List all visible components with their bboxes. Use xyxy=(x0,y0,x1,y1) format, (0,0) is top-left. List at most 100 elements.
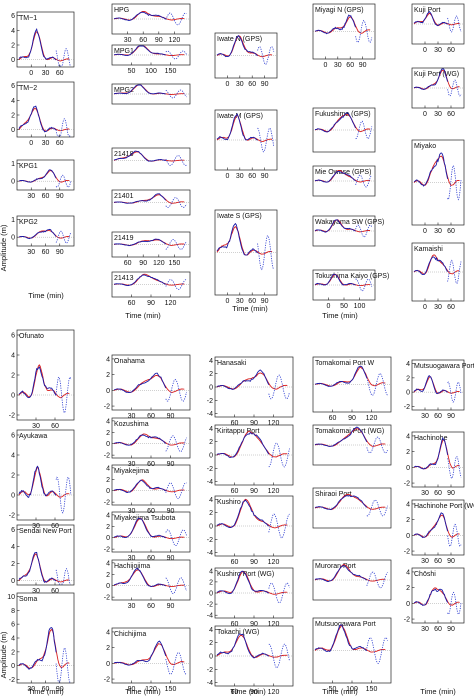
observed-waveform xyxy=(113,517,167,539)
simulated-waveform xyxy=(216,498,288,529)
simulated-waveform xyxy=(113,273,185,286)
simulated-waveform xyxy=(113,433,185,446)
y-tick-label: 0 xyxy=(406,533,410,540)
x-tick-label: 0 xyxy=(225,173,229,180)
x-tick-label: 90 xyxy=(167,555,175,562)
simulated-waveform xyxy=(314,113,371,133)
panel-hpg: HPG 30 60 90 120 xyxy=(111,3,191,44)
simulated-waveform xyxy=(413,439,460,470)
panel-onahama: Onahama -2 0 2 4 30 60 90 xyxy=(104,354,191,420)
y-tick-label: 4 xyxy=(106,356,110,363)
simulated-waveform xyxy=(18,628,70,669)
y-tick-label: -2 xyxy=(9,413,15,420)
x-tick-label: 30 xyxy=(128,555,136,562)
panel-title: MPG1 xyxy=(114,48,134,55)
y-tick-label: 2 xyxy=(106,524,110,531)
panel-title: Hachinohe Port (WG) xyxy=(414,503,474,510)
dotted-waveform xyxy=(447,523,462,547)
y-tick-label: 0 xyxy=(106,661,110,668)
observed-waveform xyxy=(18,28,57,61)
observed-waveform xyxy=(216,431,270,458)
x-tick-label: 120 xyxy=(268,689,280,696)
observed-waveform xyxy=(216,499,270,529)
y-tick-label: -4 xyxy=(207,479,213,486)
x-tick-label: 90 xyxy=(261,173,269,180)
y-tick-label: 6 xyxy=(11,527,15,534)
y-tick-label: 4 xyxy=(11,544,15,551)
observed-waveform xyxy=(413,256,448,275)
panel-title: 21419 xyxy=(114,235,134,242)
panel-title: Hachijojima xyxy=(114,563,150,570)
y-tick-label: 4 xyxy=(406,569,410,576)
observed-waveform xyxy=(314,426,368,447)
x-tick-label: 0 xyxy=(29,70,33,77)
dotted-waveform xyxy=(268,513,290,539)
x-tick-label: 60 xyxy=(147,461,155,468)
dotted-waveform xyxy=(366,571,388,589)
observed-waveform xyxy=(413,588,449,607)
y-tick-label: 0 xyxy=(11,127,15,134)
y-tick-label: 0 xyxy=(11,57,15,64)
y-tick-label: 2 xyxy=(106,645,110,652)
simulated-waveform xyxy=(314,624,386,653)
y-tick-label: -4 xyxy=(207,411,213,418)
x-tick-label: 150 xyxy=(366,686,378,693)
panel-frame xyxy=(16,592,75,684)
x-tick-label: 120 xyxy=(366,415,378,422)
panel-21419: 21419 60 90 120 150 xyxy=(111,231,191,267)
x-tick-label: 90 xyxy=(447,558,455,565)
panel-miyakejima-tsubota: Miyakejima Tsubota -2 0 2 4 30 60 90 xyxy=(104,511,191,562)
y-tick-label: 4 xyxy=(11,98,15,105)
panel-tokushima-kaiyo-gps: Tokushima Kaiyo (GPS) 0 50 100 xyxy=(312,269,389,310)
y-tick-label: 0 xyxy=(106,441,110,448)
x-tick-label: 30 xyxy=(27,249,35,256)
x-tick-label: 60 xyxy=(147,555,155,562)
dotted-waveform xyxy=(165,239,187,250)
y-tick-label: 4 xyxy=(11,353,15,360)
y-tick-label: -4 xyxy=(207,613,213,620)
xlabel-col1-bottom: Time (min) xyxy=(28,687,64,696)
y-tick-label: -2 xyxy=(104,500,110,507)
x-tick-label: 120 xyxy=(153,260,165,267)
y-tick-label: 0 xyxy=(209,453,213,460)
observed-waveform xyxy=(113,45,166,57)
simulated-waveform xyxy=(314,564,386,582)
panel-title: 21401 xyxy=(114,193,134,200)
dotted-waveform xyxy=(355,19,373,43)
dotted-waveform xyxy=(447,259,462,284)
xlabel-col1-top: Time (min) xyxy=(28,291,64,300)
dotted-waveform xyxy=(366,372,388,396)
x-tick-label: 60 xyxy=(447,47,455,54)
y-tick-label: 4 xyxy=(106,418,110,425)
panel-title: Wakayama SW (GPS) xyxy=(315,219,384,226)
y-tick-label: 2 xyxy=(106,572,110,579)
observed-waveform xyxy=(413,374,448,395)
x-tick-label: 90 xyxy=(155,37,163,44)
observed-waveform xyxy=(413,152,449,187)
y-tick-label: 0 xyxy=(406,390,410,397)
y-tick-label: 2 xyxy=(11,43,15,50)
x-tick-label: 30 xyxy=(42,70,50,77)
x-tick-label: 120 xyxy=(268,621,280,628)
x-tick-label: 0 xyxy=(423,47,427,54)
x-tick-label: 60 xyxy=(42,249,50,256)
y-tick-label: -2 xyxy=(207,602,213,609)
panel-21413: 21413 60 90 120 xyxy=(111,271,191,307)
y-tick-label: -2 xyxy=(404,481,410,488)
y-tick-label: 0 xyxy=(106,535,110,542)
x-tick-label: 0 xyxy=(225,298,229,305)
dotted-waveform xyxy=(447,591,462,615)
x-tick-label: 120 xyxy=(145,686,157,693)
x-tick-label: 30 xyxy=(421,413,429,420)
panel-title: Mutsuogawara Port (WG) xyxy=(414,363,474,370)
y-tick-label: -2 xyxy=(104,453,110,460)
observed-waveform xyxy=(18,366,57,399)
panel-tomakomai-port-wg: Tomakomai Port (WG) xyxy=(312,424,392,466)
panel-shiraoi-port: Shiraoi Port xyxy=(312,487,392,529)
observed-waveform xyxy=(216,369,270,390)
observed-waveform xyxy=(113,84,166,95)
simulated-waveform xyxy=(216,570,288,595)
observed-waveform xyxy=(314,14,357,35)
panel-title: Tokachi (WG) xyxy=(217,629,259,636)
